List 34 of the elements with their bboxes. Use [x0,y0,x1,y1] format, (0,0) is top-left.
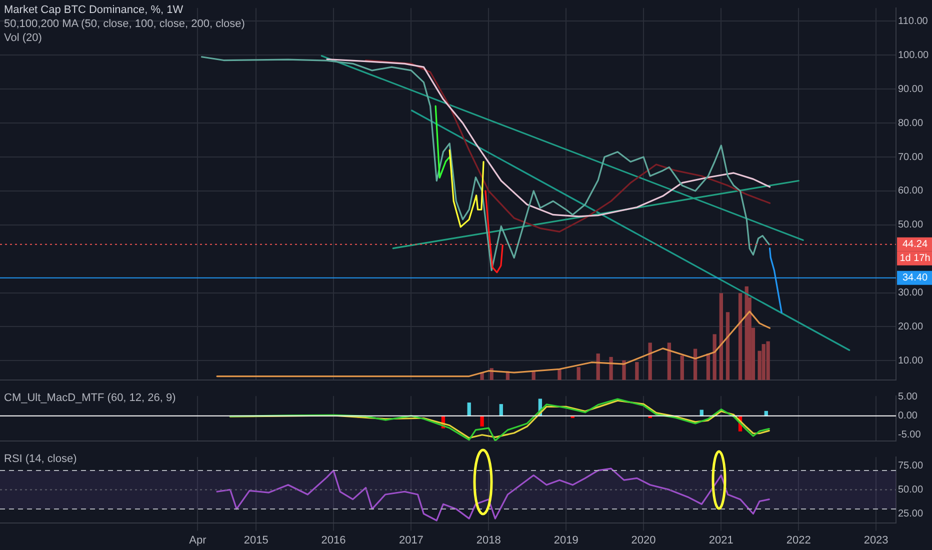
x-tick-label: 2019 [554,534,578,546]
chart-title: Market Cap BTC Dominance, %, 1W [4,3,184,17]
y-tick-label: 30.00 [898,288,924,299]
x-tick-label: 2016 [321,534,346,546]
y-tick-label: 100.00 [898,50,930,61]
x-tick-label: Apr [189,534,207,546]
ref-line-label: 44.24 [902,239,928,250]
y-tick-label: -5.00 [898,430,922,441]
x-tick-label: 2018 [476,534,501,546]
x-tick-label: 2023 [864,534,888,546]
ref-line-label: 34.40 [902,272,928,284]
x-tick-label: 2021 [708,534,734,546]
y-tick-label: 60.00 [898,186,924,197]
x-tick-label: 2022 [786,534,811,546]
x-tick-label: 2015 [244,534,268,546]
y-tick-label: 70.00 [898,152,924,163]
annotation: 1d 17h [900,253,930,264]
x-tick-label: 2020 [631,534,656,546]
annotation: Vol (20) [4,31,43,45]
y-tick-label: 20.00 [898,321,924,332]
y-tick-label: 10.00 [898,355,924,366]
x-tick-label: 2017 [398,534,424,546]
text: 50,100,200 MA (50, close, 100, close, 200, close) [4,17,245,31]
y-tick-label: 25.00 [898,508,924,520]
y-tick-label: 110.00 [898,16,928,27]
chart-title: RSI (14, close) [4,452,77,466]
y-tick-label: 50.00 [898,220,924,231]
y-tick-label: 0.00 [898,410,918,422]
y-tick-label: 50.00 [898,484,924,496]
y-tick-label: 80.00 [898,118,924,129]
chart-title: CM_Ult_MacD_MTF (60, 12, 26, 9) [4,391,176,405]
y-tick-label: 5.00 [898,392,918,403]
y-tick-label: 75.00 [898,460,924,472]
y-tick-label: 90.00 [898,84,924,95]
